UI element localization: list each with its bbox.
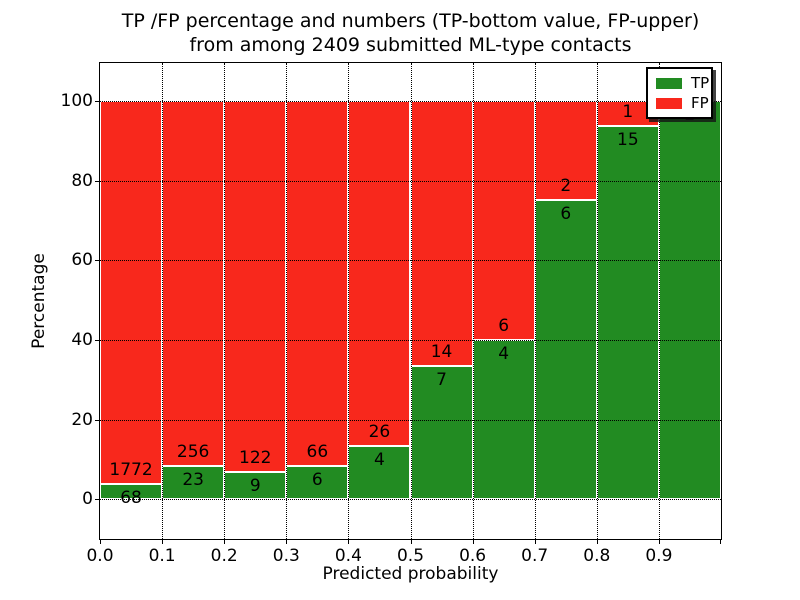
fp-count-label: 1: [622, 101, 634, 122]
fp-count-label: 2: [560, 176, 572, 197]
legend-fp-swatch-icon: [656, 97, 682, 109]
tp-count-label: 4: [374, 450, 385, 471]
x-tick-mark: [720, 539, 721, 544]
legend-item-fp: FP: [648, 93, 711, 113]
fp-count-label: 14: [430, 342, 453, 363]
bar-segment-tp: [162, 466, 225, 500]
v-gridline: [224, 63, 226, 539]
tp-count-label: 4: [498, 343, 510, 364]
v-gridline: [286, 63, 288, 539]
fp-count-label: 122: [239, 447, 272, 468]
chart-title-line-1: TP /FP percentage and numbers (TP-bottom…: [121, 10, 700, 32]
bar-segment-tp: [286, 465, 349, 500]
bar-segment-fp: [100, 100, 163, 485]
x-tick-label: 0.8: [583, 546, 611, 566]
v-gridline: [472, 63, 474, 539]
v-gridline: [348, 63, 350, 539]
y-tick-label: 60: [71, 250, 93, 271]
x-tick-mark: [410, 539, 412, 544]
y-tick-label: 0: [82, 489, 93, 510]
y-tick-mark: [95, 419, 100, 421]
v-gridline: [410, 63, 412, 539]
legend-fp-label: FP: [691, 94, 709, 112]
tp-count-label: 15: [617, 129, 639, 150]
bar-segment-tp: [224, 471, 287, 500]
bar-segment-fp: [348, 100, 411, 447]
legend-tp-swatch-icon: [656, 77, 682, 89]
y-tick-label: 80: [71, 170, 93, 191]
bar-segment-fp: [224, 100, 287, 472]
y-tick-mark: [95, 260, 100, 262]
fp-count-label: 1772: [109, 460, 153, 481]
x-tick-mark: [100, 539, 101, 544]
x-tick-mark: [472, 539, 474, 544]
x-tick-mark: [596, 539, 598, 544]
legend-item-tp: TP: [648, 73, 711, 93]
fp-count-label: 6: [498, 315, 510, 336]
x-tick-label: 0.6: [459, 546, 487, 566]
x-tick-label: 0.3: [272, 546, 300, 566]
x-tick-mark: [348, 539, 350, 544]
v-gridline: [162, 63, 164, 539]
y-tick-label: 20: [71, 409, 93, 430]
tp-count-label: 7: [436, 370, 447, 391]
y-tick-label: 100: [60, 90, 93, 111]
bar-segment-fp: [472, 100, 535, 340]
bar-segment-tp: [534, 200, 597, 500]
legend-tp-label: TP: [691, 74, 710, 92]
tp-count-label: 9: [249, 475, 261, 496]
fp-count-label: 256: [176, 442, 210, 463]
v-gridline: [596, 63, 598, 539]
v-gridline: [658, 63, 660, 539]
bar-segment-tp: [100, 484, 163, 500]
bar-segment-fp: [410, 100, 473, 367]
x-tick-mark: [658, 539, 660, 544]
y-tick-mark: [95, 180, 100, 182]
chart-title-line-2: from among 2409 submitted ML-type contac…: [189, 34, 632, 56]
legend: TP FP: [646, 67, 713, 119]
chart-title: TP /FP percentage and numbers (TP-bottom…: [99, 9, 722, 57]
fp-count-label: 66: [306, 441, 329, 462]
y-tick-mark: [95, 100, 100, 102]
x-tick-mark: [162, 539, 164, 544]
x-tick-mark: [534, 539, 536, 544]
x-tick-label: 0.2: [210, 546, 238, 566]
tp-count-label: 23: [182, 470, 204, 491]
y-tick-label: 40: [71, 329, 93, 350]
x-tick-label: 0.0: [86, 546, 114, 566]
y-axis-label: Percentage: [29, 253, 49, 349]
x-tick-label: 0.1: [148, 546, 176, 566]
x-tick-label: 0.7: [521, 546, 549, 566]
x-tick-label: 0.5: [396, 546, 425, 566]
bar-segment-tp: [658, 100, 721, 500]
fp-count-label: 26: [368, 422, 391, 443]
plot-area: 177268256231229666264147642611520.00.10.…: [61, 62, 722, 566]
bar-segment-fp: [534, 100, 597, 201]
bar-segment-fp: [162, 100, 225, 467]
tp-count-label: 6: [560, 204, 572, 225]
bar-segment-fp: [286, 100, 349, 466]
tp-count-label: 6: [311, 469, 323, 490]
x-tick-mark: [286, 539, 288, 544]
x-axis-label: Predicted probability: [322, 564, 499, 584]
bar-segment-tp: [596, 125, 659, 500]
x-tick-label: 0.4: [334, 546, 362, 566]
tp-count-label: 68: [120, 488, 142, 509]
v-gridline: [534, 63, 536, 539]
x-tick-mark: [224, 539, 226, 544]
y-tick-mark: [95, 339, 100, 341]
y-tick-mark: [95, 499, 100, 501]
x-tick-label: 0.9: [645, 546, 673, 566]
